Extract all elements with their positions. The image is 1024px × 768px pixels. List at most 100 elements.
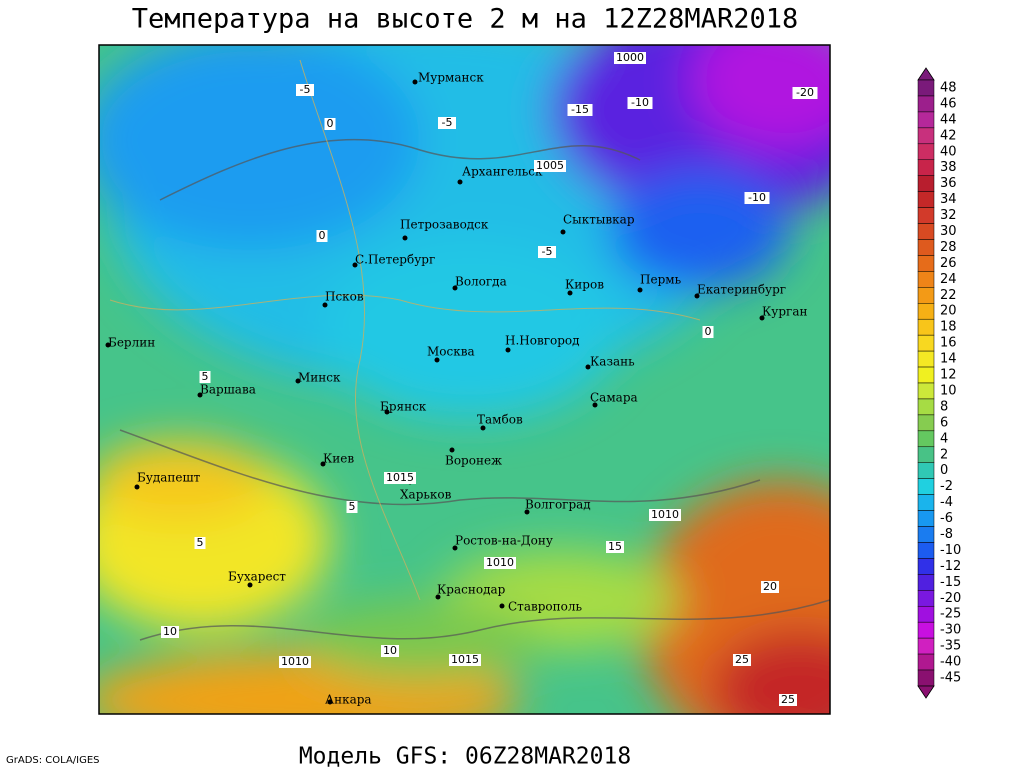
- colorbar-swatch: [917, 95, 935, 113]
- contour-label: 5: [197, 536, 204, 549]
- colorbar-label: 6: [940, 415, 948, 430]
- city-label: Краснодар: [437, 583, 506, 597]
- city-label: Пермь: [640, 273, 682, 287]
- city-label: Бухарест: [228, 570, 286, 584]
- contour-label-box: [534, 160, 566, 172]
- colorbar-label: -30: [940, 623, 961, 638]
- city-dot: [412, 79, 418, 85]
- contour-label: 1015: [451, 653, 479, 666]
- city-label: Курган: [762, 305, 807, 319]
- colorbar-label: 48: [940, 81, 957, 96]
- contour-label-box: [324, 118, 336, 130]
- colorbar-label: -45: [940, 671, 961, 686]
- colorbar-label: 14: [940, 352, 957, 367]
- contour-label: -10: [748, 191, 766, 204]
- colorbar-swatch: [917, 223, 935, 240]
- contour-label: 10: [383, 644, 397, 657]
- contour-label-box: [733, 654, 751, 666]
- colorbar-swatch: [917, 542, 935, 559]
- colorbar-label: -4: [940, 495, 953, 510]
- contour-label: 5: [349, 500, 356, 513]
- colorbar-label: -2: [940, 479, 953, 494]
- contour-label-box: [627, 97, 653, 109]
- colorbar-swatch: [917, 574, 935, 591]
- city-label: Волгоград: [525, 498, 591, 512]
- colorbar-swatch: [917, 494, 935, 511]
- colorbar-swatch: [917, 175, 935, 192]
- city-label: Анкара: [325, 693, 372, 707]
- city-dot: [247, 582, 253, 588]
- city-dot: [402, 235, 408, 241]
- city-label: Берлин: [108, 336, 155, 350]
- contour-label: 5: [202, 370, 209, 383]
- colorbar-swatch: [917, 605, 935, 623]
- colorbar-swatch: [917, 382, 935, 400]
- colorbar-label: 10: [940, 383, 957, 398]
- contour-label-box: [779, 694, 797, 706]
- city-dot: [452, 545, 458, 551]
- city-label: Тамбов: [477, 413, 523, 427]
- contour-label: 0: [705, 325, 712, 338]
- colorbar-swatch: [917, 191, 935, 208]
- colorbar-label: 16: [940, 336, 957, 351]
- city-dot: [592, 402, 598, 408]
- city-label: С.Петербург: [355, 253, 435, 267]
- city-label: Сыктывкар: [563, 213, 635, 227]
- colorbar-swatch: [917, 430, 935, 448]
- contour-label-box: [538, 246, 556, 258]
- contour-label-box: [792, 87, 818, 99]
- colorbar-label: 46: [940, 96, 957, 111]
- contour-label: -15: [571, 103, 589, 116]
- city-label: Екатеринбург: [697, 283, 786, 297]
- colorbar-label: -35: [940, 639, 961, 654]
- city-dot: [505, 347, 511, 353]
- cities: Мурманск Архангельск Петрозаводск С.Петербу…: [105, 71, 807, 707]
- colorbar-label: 44: [940, 112, 957, 127]
- colorbar-swatch: [917, 111, 935, 129]
- colorbar-label: 8: [940, 399, 948, 414]
- contour-label: 1005: [536, 159, 564, 172]
- city-dot: [457, 179, 463, 185]
- city-label: Псков: [325, 290, 364, 304]
- city-label: Будапешт: [137, 471, 201, 485]
- contour-label-box: [381, 645, 399, 657]
- contour-label-box: [761, 581, 779, 593]
- city-dot: [452, 285, 458, 291]
- city-label: Вологда: [455, 275, 507, 289]
- city-label: Н.Новгород: [505, 334, 580, 348]
- city-dot: [480, 425, 486, 431]
- city-dot: [384, 409, 390, 415]
- map-field: [99, 45, 830, 714]
- city-dot: [197, 392, 203, 398]
- colorbar-label: -12: [940, 559, 961, 574]
- colorbar-swatch: [917, 303, 935, 320]
- colorbar-label: -25: [940, 607, 961, 622]
- city-dot: [105, 342, 111, 348]
- colorbar-label: 32: [940, 208, 957, 223]
- city-label: Брянск: [380, 400, 427, 414]
- colorbar-swatch: [917, 414, 935, 432]
- colorbar-label: 20: [940, 304, 957, 319]
- city-dot: [759, 315, 765, 321]
- colorbar-swatch: [917, 366, 935, 384]
- contour-label: -20: [796, 86, 814, 99]
- colorbar-swatch: [917, 590, 935, 607]
- city-label: Москва: [427, 345, 475, 359]
- city-dot: [449, 447, 455, 453]
- city-dot: [560, 229, 566, 235]
- contour-label: -5: [542, 245, 553, 258]
- colorbar-label: 40: [940, 144, 957, 159]
- title: Температура на высоте 2 м на 12Z28MAR201…: [132, 4, 798, 35]
- city-dot: [320, 461, 326, 467]
- contour-label: -10: [631, 96, 649, 109]
- contour-label-box: [316, 230, 328, 242]
- contour-label-box: [614, 52, 646, 64]
- city-label: Киев: [323, 452, 354, 466]
- contour-label-box: [194, 537, 206, 549]
- city-dot: [434, 357, 440, 363]
- contour-label: 15: [608, 540, 622, 553]
- colorbar-label: 34: [940, 192, 957, 207]
- contour-label-box: [296, 84, 314, 96]
- colorbar-swatch: [917, 653, 935, 671]
- city-label: Архангельск: [462, 165, 543, 179]
